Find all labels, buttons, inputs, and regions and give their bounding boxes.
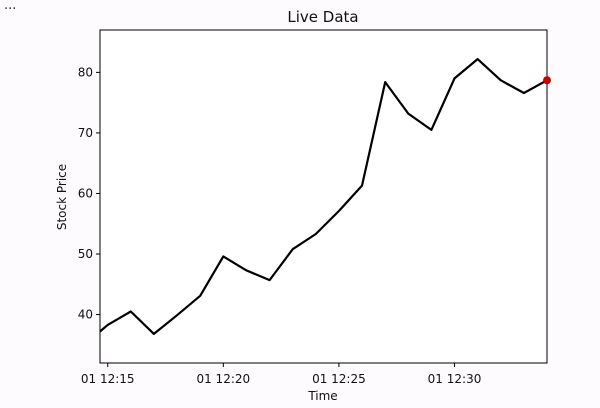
y-tick-label: 40 xyxy=(78,308,93,322)
x-tick-label: 01 12:20 xyxy=(196,372,250,386)
x-tick-label: 01 12:30 xyxy=(428,372,482,386)
plot-area xyxy=(99,29,548,364)
y-tick-label: 70 xyxy=(78,126,93,140)
y-axis-label: Stock Price xyxy=(55,164,69,230)
chart-title: Live Data xyxy=(287,8,358,26)
y-tick-label: 60 xyxy=(78,186,93,200)
ellipsis-indicator: ... xyxy=(4,0,17,13)
latest-point-marker xyxy=(543,76,551,85)
y-tick-label: 80 xyxy=(78,65,93,79)
x-axis-label: Time xyxy=(307,389,337,403)
price-line xyxy=(99,57,548,335)
x-tick-label: 01 12:15 xyxy=(81,372,135,386)
x-tick-label: 01 12:25 xyxy=(312,372,366,386)
y-tick-label: 50 xyxy=(78,247,93,261)
